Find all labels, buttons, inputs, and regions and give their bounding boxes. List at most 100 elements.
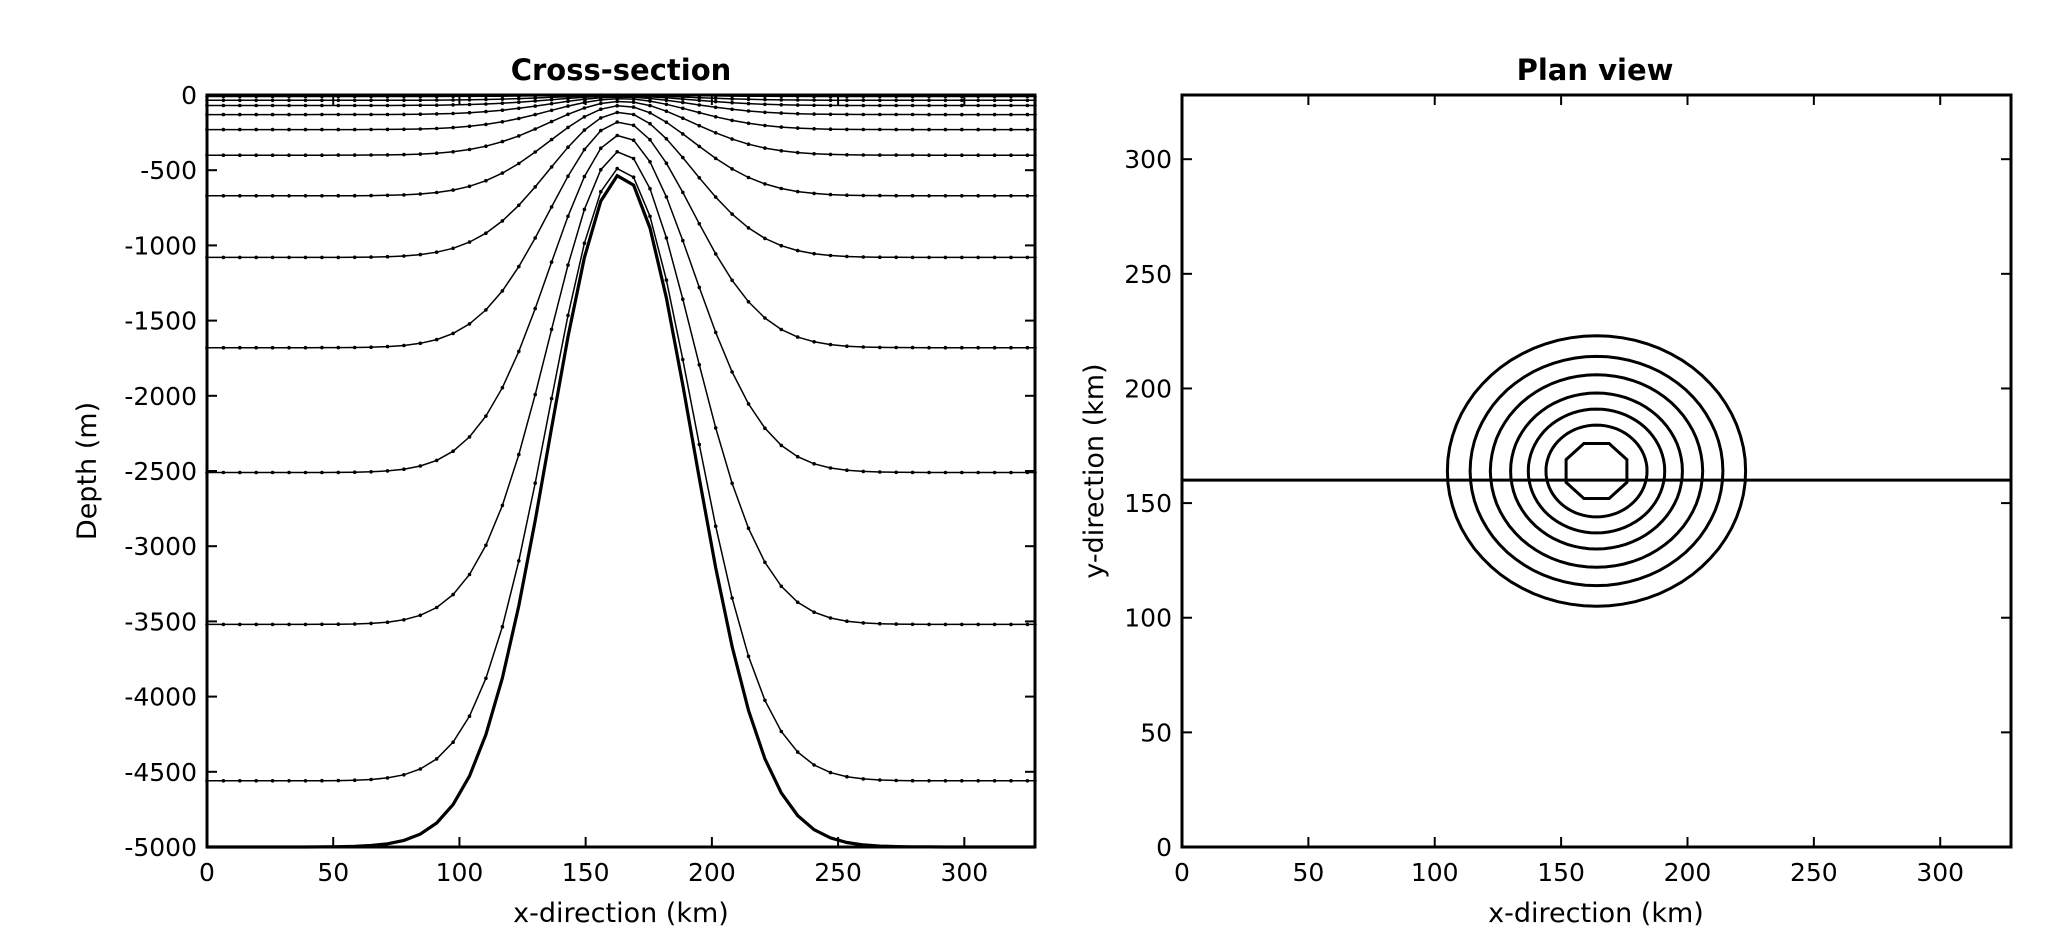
layer-point <box>549 108 554 113</box>
layer-point <box>828 103 833 108</box>
layer-point <box>992 622 997 627</box>
layer-point <box>352 127 357 132</box>
layer-point <box>517 100 521 104</box>
layer-point <box>238 622 242 627</box>
layer-point <box>270 194 275 198</box>
layer-point <box>303 194 308 198</box>
layer-point <box>812 103 816 108</box>
layer-point <box>927 345 931 350</box>
layer-point <box>648 111 652 115</box>
layer-point <box>713 115 718 119</box>
layer-point <box>910 470 915 475</box>
layer-point <box>746 654 751 659</box>
layer-point <box>697 110 702 115</box>
layer-point <box>402 773 406 777</box>
layer-point <box>828 98 833 102</box>
layer-point <box>943 622 948 627</box>
layer-point <box>221 127 226 132</box>
layer-point <box>303 103 308 108</box>
layer-point <box>664 98 669 103</box>
layer-point <box>467 110 472 115</box>
layer-point <box>352 470 357 475</box>
layer-point <box>730 481 734 486</box>
layer-point <box>254 255 258 260</box>
layer-point <box>221 779 226 783</box>
layer-line <box>207 96 1035 116</box>
layer-point <box>369 193 373 198</box>
layer-point <box>418 464 423 468</box>
depth-contour <box>1468 354 1725 588</box>
layer-point <box>1009 103 1013 108</box>
layer-point <box>517 161 521 166</box>
layer-point <box>927 153 931 157</box>
layer-point <box>1025 779 1030 783</box>
layer-point <box>763 146 767 150</box>
layer-point <box>599 146 603 150</box>
layer-point <box>484 97 488 102</box>
layer-point <box>1009 127 1013 132</box>
layer-point <box>927 127 931 132</box>
layer-point <box>369 112 373 117</box>
layer-point <box>795 600 800 605</box>
layer-point <box>500 108 505 112</box>
layer-point <box>1025 194 1030 198</box>
layer-point <box>648 96 652 101</box>
layer-point <box>779 186 784 191</box>
layer-point <box>779 98 784 102</box>
layer-point <box>960 98 964 103</box>
layer-point <box>927 98 931 103</box>
layer-point <box>517 559 521 563</box>
layer-point <box>730 278 734 283</box>
layer-point <box>385 776 390 780</box>
layer-point <box>549 97 554 102</box>
cross-section-ytick-label: -3000 <box>124 532 197 561</box>
layer-point <box>418 98 423 102</box>
layer-point <box>385 344 390 349</box>
layer-point <box>270 112 275 117</box>
layer-point <box>369 98 373 103</box>
layer-point <box>845 193 849 197</box>
layer-point <box>943 103 948 108</box>
cross-section-xtick-label: 150 <box>562 858 610 887</box>
layer-point <box>467 98 472 102</box>
layer-point <box>418 152 423 156</box>
layer-point <box>746 300 751 304</box>
layer-point <box>763 316 767 320</box>
layer-point <box>812 610 816 614</box>
layer-point <box>681 190 685 195</box>
layer-point <box>402 343 406 348</box>
layer-point <box>549 205 554 209</box>
layer-point <box>697 103 702 107</box>
layer-point <box>828 342 833 347</box>
plan-view-ytick-label: 50 <box>1140 718 1172 747</box>
layer-point <box>336 193 341 198</box>
layer-point <box>221 255 226 260</box>
layer-point <box>861 777 866 781</box>
layer-point <box>1009 779 1013 783</box>
layer-point <box>352 98 357 103</box>
layer-point <box>615 110 619 115</box>
layer-point <box>992 112 997 117</box>
layer-point <box>943 345 948 350</box>
cross-section-xtick-label: 250 <box>814 858 862 887</box>
layer-point <box>336 153 341 157</box>
layer-point <box>418 112 423 116</box>
layer-point <box>648 103 652 108</box>
layer-point <box>484 308 488 312</box>
layer-point <box>500 289 505 293</box>
layer-point <box>648 214 652 219</box>
layer-point <box>943 98 948 103</box>
layer-point <box>878 255 882 259</box>
layer-point <box>779 443 784 448</box>
layer-point <box>451 592 455 597</box>
layer-point <box>352 345 357 350</box>
layer-point <box>451 98 455 102</box>
layer-point <box>713 252 718 256</box>
cross-section-xtick-label: 0 <box>199 858 215 887</box>
layer-point <box>730 137 734 141</box>
layer-point <box>582 115 587 119</box>
layer-point <box>1025 127 1030 132</box>
layer-point <box>681 132 685 136</box>
cross-section-ytick-label: -3500 <box>124 607 197 636</box>
